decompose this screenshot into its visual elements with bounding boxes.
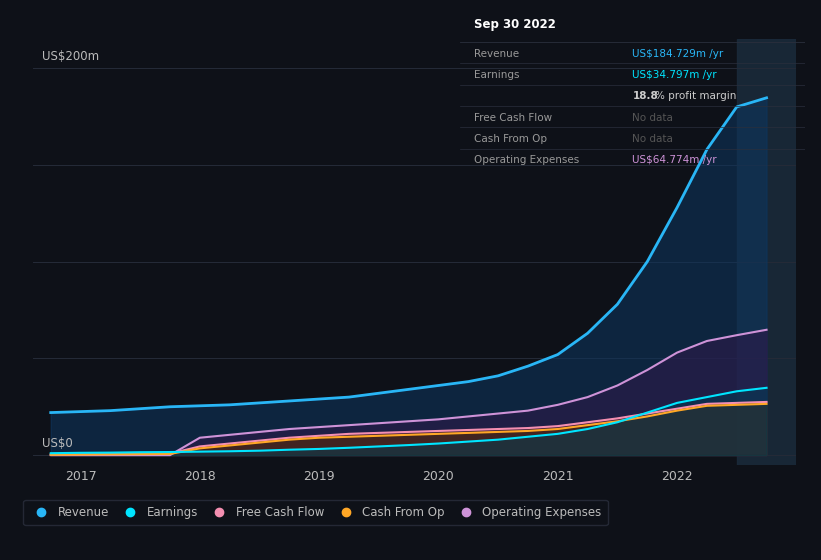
- Text: US$0: US$0: [42, 437, 73, 450]
- Text: 18.8: 18.8: [632, 91, 658, 101]
- Text: US$64.774m /yr: US$64.774m /yr: [632, 156, 717, 165]
- Text: No data: No data: [632, 134, 673, 144]
- Text: No data: No data: [632, 113, 673, 123]
- Text: US$34.797m /yr: US$34.797m /yr: [632, 70, 717, 80]
- Text: Earnings: Earnings: [474, 70, 520, 80]
- Text: Sep 30 2022: Sep 30 2022: [474, 18, 556, 31]
- Text: Free Cash Flow: Free Cash Flow: [474, 113, 552, 123]
- Text: US$184.729m /yr: US$184.729m /yr: [632, 49, 724, 59]
- Legend: Revenue, Earnings, Free Cash Flow, Cash From Op, Operating Expenses: Revenue, Earnings, Free Cash Flow, Cash …: [24, 500, 608, 525]
- Text: Operating Expenses: Operating Expenses: [474, 156, 579, 165]
- Text: Cash From Op: Cash From Op: [474, 134, 547, 144]
- Bar: [736, 39, 796, 465]
- Text: US$200m: US$200m: [42, 50, 99, 63]
- Text: Revenue: Revenue: [474, 49, 519, 59]
- Text: % profit margin: % profit margin: [655, 91, 736, 101]
